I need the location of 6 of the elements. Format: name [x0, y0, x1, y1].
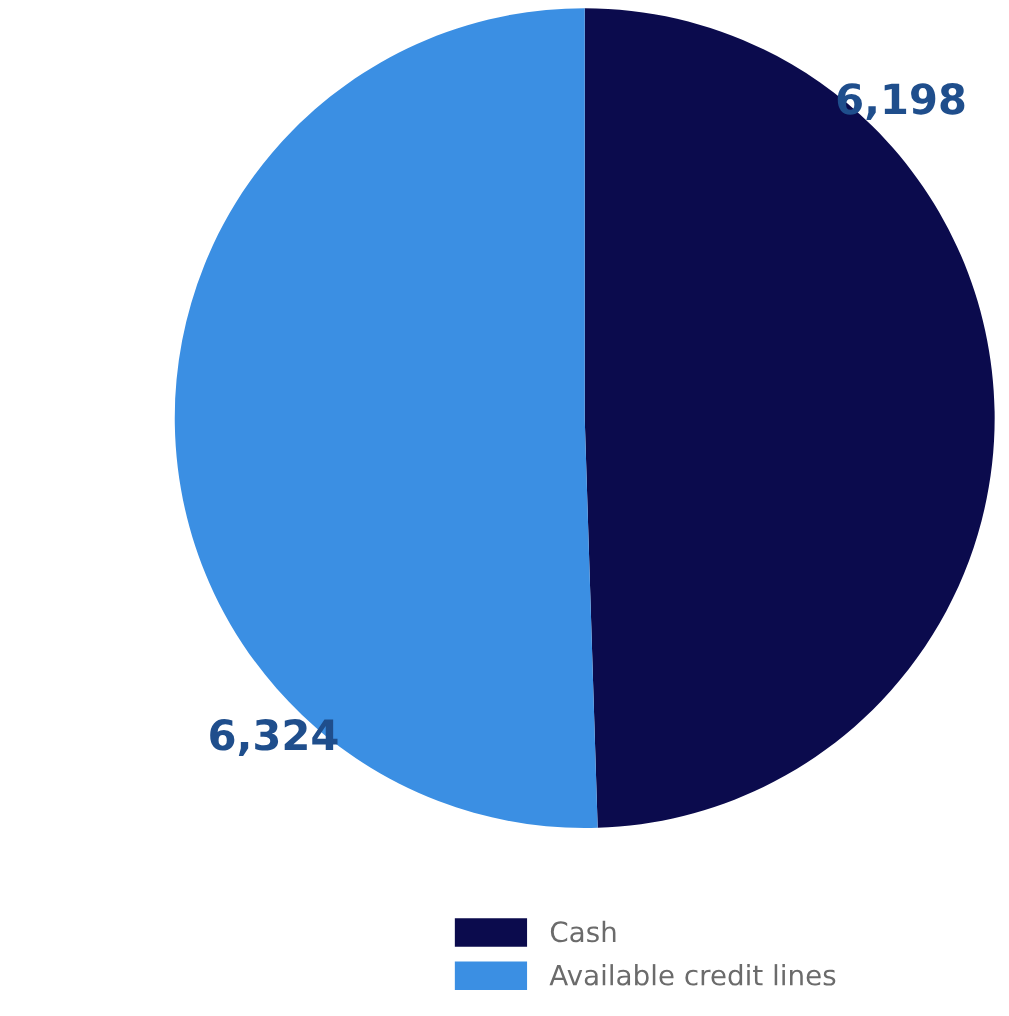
- data-label: 6,324: [210, 719, 338, 756]
- pie-slice: [174, 8, 598, 829]
- legend-label: Cash: [550, 920, 616, 943]
- pie-slice: [584, 8, 995, 828]
- data-label: 6,198: [837, 83, 965, 120]
- legend-label: Available credit lines: [549, 964, 836, 986]
